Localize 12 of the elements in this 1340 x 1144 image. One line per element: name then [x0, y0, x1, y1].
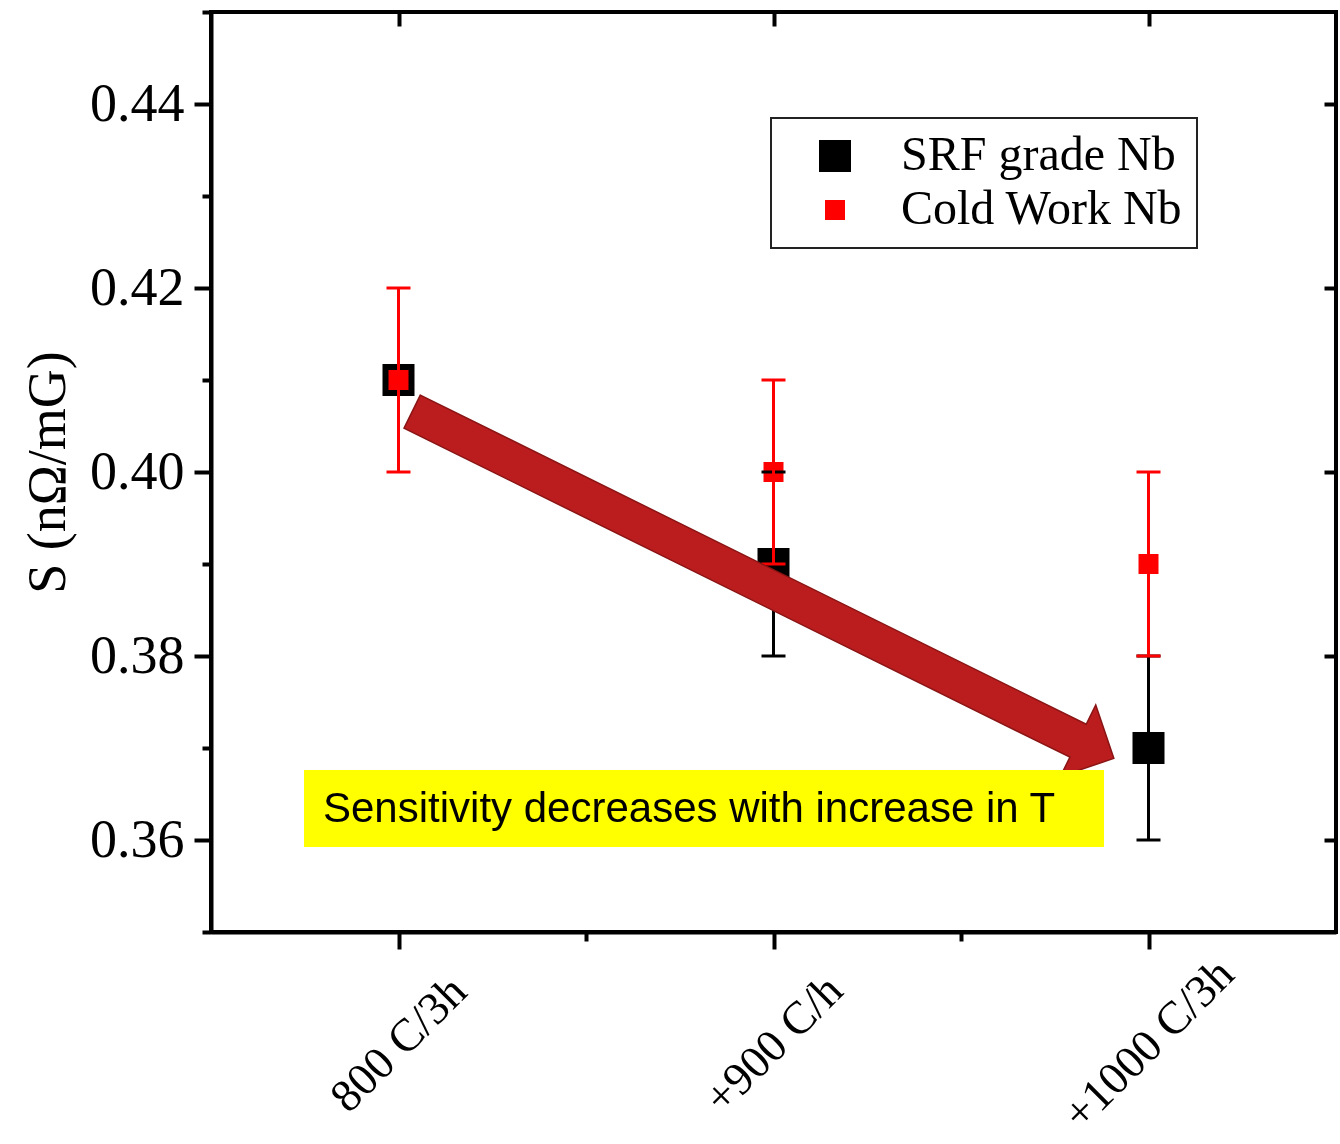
annotation: Sensitivity decreases with increase in T [323, 784, 1056, 831]
x-tick-label: 800 C/3h [319, 965, 477, 1122]
y-tick-label: 0.42 [90, 256, 185, 317]
y-tick-label: 0.38 [90, 624, 185, 685]
y-tick-label: 0.36 [90, 808, 185, 869]
legend-label: Cold Work Nb [901, 181, 1182, 234]
y-axis-title: S (nΩ/mG) [17, 351, 77, 594]
y-tick-label: 0.44 [90, 72, 185, 133]
legend-label: SRF grade Nb [901, 127, 1176, 180]
point [1132, 732, 1165, 764]
y-tick-label: 0.40 [90, 440, 185, 501]
x-tick-label: +900 C/h [693, 964, 853, 1123]
